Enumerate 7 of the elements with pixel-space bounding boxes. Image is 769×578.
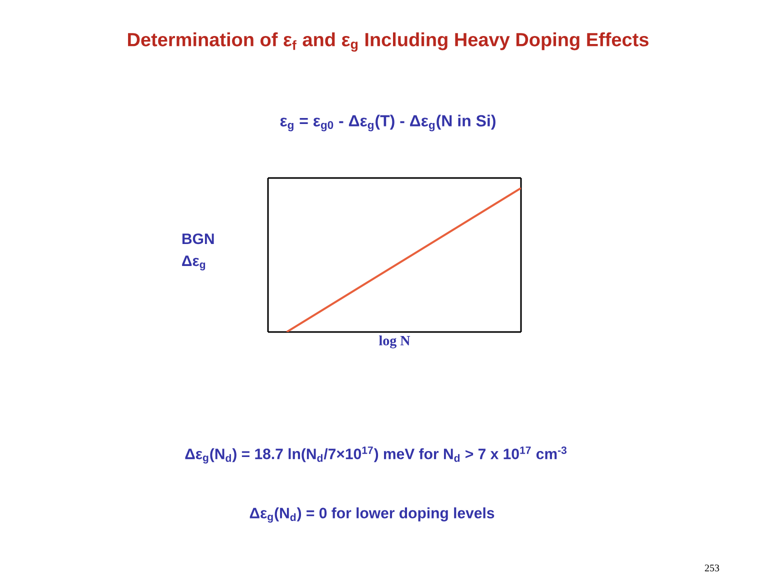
x-axis-title: log N <box>379 336 410 348</box>
text: 253 <box>704 564 720 572</box>
text: ε$_{g}$ = ε$_{g0}$ - Δε$_{g}$(T) - Δε$_{g}$(N in Si) <box>280 114 496 132</box>
text: Δε$_{g}$(N$_{d}$) = 18.7 ln(N$_{d}$/7×10$^{17}$) meV for N$_{d}$ > 7 x 10$^{17}$ cm$^{-3}$ <box>185 446 567 464</box>
chart-title: Determination of ε$_{f}$ and ε$_{g}$ Including Heavy Doping Effects <box>128 32 648 52</box>
y-axis-title: BGN Δε$_{g}$ <box>182 233 214 270</box>
text: Δε$_{g}$(N$_{d}$) = 0 for lower doping levels <box>250 507 494 523</box>
